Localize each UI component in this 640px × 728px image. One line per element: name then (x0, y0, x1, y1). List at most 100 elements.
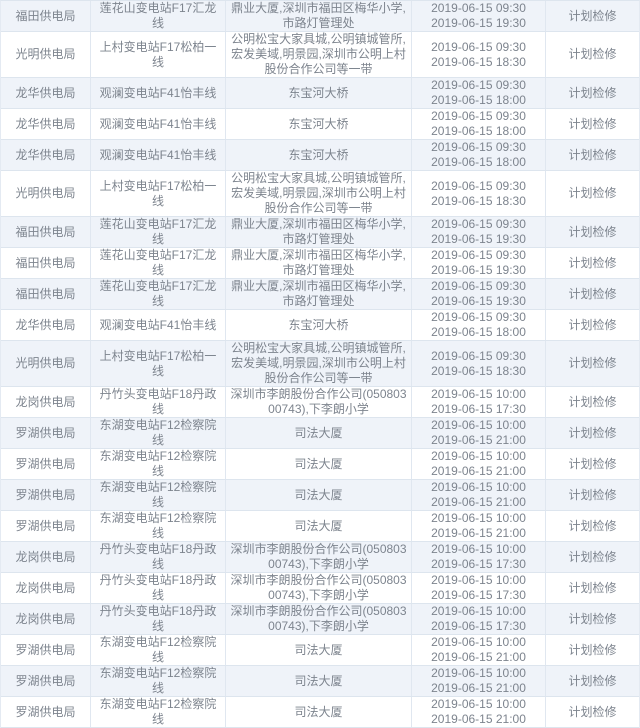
type-cell: 计划检修 (568, 394, 617, 409)
time-end: 2019-06-15 19:30 (431, 16, 526, 30)
line-cell: 观澜变电站F41怡丰线 (91, 109, 226, 139)
time-start: 2019-06-15 10:00 (431, 387, 526, 401)
time-start: 2019-06-15 09:30 (431, 78, 526, 92)
time-end: 2019-06-15 21:00 (431, 526, 526, 540)
area-cell: 公明松宝大家具城,公明镇城管所,宏发美域,明景园,深圳市公明上村股份合作公司等一… (226, 341, 412, 386)
area-cell: 东宝河大桥 (226, 109, 412, 139)
line-cell: 莲花山变电站F17汇龙线 (91, 248, 226, 278)
line-cell: 莲花山变电站F17汇龙线 (91, 217, 226, 247)
area-cell: 深圳市李朗股份合作公司(05080300743),下李朗小学 (226, 573, 412, 603)
time-cell: 2019-06-15 10:00 2019-06-15 17:30 (412, 573, 546, 603)
type-cell: 计划检修 (568, 255, 617, 270)
time-cell: 2019-06-15 10:00 2019-06-15 21:00 (412, 418, 546, 448)
time-end: 2019-06-15 17:30 (431, 557, 526, 571)
line-cell: 东湖变电站F12检察院线 (91, 511, 226, 541)
line-cell: 莲花山变电站F17汇龙线 (91, 1, 226, 31)
bureau-cell: 罗湖供电局 (1, 635, 91, 665)
table-row: 福田供电局 莲花山变电站F17汇龙线 鼎业大厦,深圳市福田区梅华小学,市路灯管理… (1, 248, 639, 279)
bureau-cell: 罗湖供电局 (1, 449, 91, 479)
area-cell: 司法大厦 (226, 511, 412, 541)
area-cell: 司法大厦 (226, 449, 412, 479)
table-row: 罗湖供电局 东湖变电站F12检察院线 司法大厦 2019-06-15 10:00… (1, 449, 639, 480)
type-cell: 计划检修 (568, 673, 617, 688)
area-cell: 鼎业大厦,深圳市福田区梅华小学,市路灯管理处 (226, 1, 412, 31)
type-cell: 计划检修 (568, 611, 617, 626)
time-end: 2019-06-15 18:00 (431, 93, 526, 107)
time-end: 2019-06-15 17:30 (431, 588, 526, 602)
bureau-cell: 福田供电局 (1, 217, 91, 247)
area-cell: 公明松宝大家具城,公明镇城管所,宏发美域,明景园,深圳市公明上村股份合作公司等一… (226, 171, 412, 216)
time-start: 2019-06-15 10:00 (431, 511, 526, 525)
time-cell: 2019-06-15 09:30 2019-06-15 19:30 (412, 279, 546, 309)
time-start: 2019-06-15 10:00 (431, 542, 526, 556)
time-start: 2019-06-15 09:30 (431, 217, 526, 231)
time-start: 2019-06-15 09:30 (431, 279, 526, 293)
line-cell: 丹竹头变电站F18丹政线 (91, 573, 226, 603)
area-cell: 深圳市李朗股份合作公司(05080300743),下李朗小学 (226, 387, 412, 417)
line-cell: 莲花山变电站F17汇龙线 (91, 279, 226, 309)
table-row: 龙岗供电局 丹竹头变电站F18丹政线 深圳市李朗股份合作公司(050803007… (1, 604, 639, 635)
area-cell: 司法大厦 (226, 635, 412, 665)
line-cell: 观澜变电站F41怡丰线 (91, 78, 226, 108)
time-start: 2019-06-15 09:30 (431, 1, 526, 15)
type-cell: 计划检修 (568, 356, 617, 370)
time-end: 2019-06-15 18:00 (431, 155, 526, 169)
table-row: 龙岗供电局 丹竹头变电站F18丹政线 深圳市李朗股份合作公司(050803007… (1, 387, 639, 418)
time-cell: 2019-06-15 10:00 2019-06-15 21:00 (412, 666, 546, 696)
time-start: 2019-06-15 09:30 (431, 348, 526, 363)
type-cell: 计划检修 (568, 580, 617, 595)
bureau-cell: 龙岗供电局 (1, 542, 91, 572)
time-end: 2019-06-15 21:00 (431, 712, 526, 726)
time-cell: 2019-06-15 09:30 2019-06-15 18:30 (412, 32, 546, 77)
area-cell: 鼎业大厦,深圳市福田区梅华小学,市路灯管理处 (226, 217, 412, 247)
type-cell: 计划检修 (568, 286, 617, 301)
area-cell: 司法大厦 (226, 418, 412, 448)
time-start: 2019-06-15 10:00 (431, 666, 526, 680)
bureau-cell: 龙华供电局 (1, 78, 91, 108)
time-cell: 2019-06-15 10:00 2019-06-15 21:00 (412, 511, 546, 541)
table-row: 罗湖供电局 东湖变电站F12检察院线 司法大厦 2019-06-15 10:00… (1, 418, 639, 449)
bureau-cell: 龙岗供电局 (1, 604, 91, 634)
time-cell: 2019-06-15 09:30 2019-06-15 19:30 (412, 217, 546, 247)
bureau-cell: 罗湖供电局 (1, 697, 91, 727)
type-cell: 计划检修 (568, 456, 617, 471)
line-cell: 上村变电站F17松柏一线 (91, 171, 226, 216)
table-row: 光明供电局 上村变电站F17松柏一线 公明松宝大家具城,公明镇城管所,宏发美域,… (1, 341, 639, 387)
table-row: 福田供电局 莲花山变电站F17汇龙线 鼎业大厦,深圳市福田区梅华小学,市路灯管理… (1, 217, 639, 248)
time-start: 2019-06-15 10:00 (431, 480, 526, 494)
type-cell: 计划检修 (568, 85, 617, 100)
time-end: 2019-06-15 21:00 (431, 464, 526, 478)
time-cell: 2019-06-15 10:00 2019-06-15 21:00 (412, 697, 546, 727)
table-row: 龙华供电局 观澜变电站F41怡丰线 东宝河大桥 2019-06-15 09:30… (1, 310, 639, 341)
table-row: 罗湖供电局 东湖变电站F12检察院线 司法大厦 2019-06-15 10:00… (1, 666, 639, 697)
type-cell: 计划检修 (568, 47, 617, 61)
line-cell: 丹竹头变电站F18丹政线 (91, 604, 226, 634)
time-end: 2019-06-15 17:30 (431, 619, 526, 633)
table-row: 光明供电局 上村变电站F17松柏一线 公明松宝大家具城,公明镇城管所,宏发美域,… (1, 32, 639, 78)
time-end: 2019-06-15 19:30 (431, 232, 526, 246)
table-row: 光明供电局 上村变电站F17松柏一线 公明松宝大家具城,公明镇城管所,宏发美域,… (1, 171, 639, 217)
line-cell: 东湖变电站F12检察院线 (91, 635, 226, 665)
time-end: 2019-06-15 19:30 (431, 294, 526, 308)
time-end: 2019-06-15 21:00 (431, 650, 526, 664)
bureau-cell: 福田供电局 (1, 248, 91, 278)
bureau-cell: 罗湖供电局 (1, 511, 91, 541)
type-cell: 计划检修 (568, 518, 617, 533)
type-cell: 计划检修 (568, 224, 617, 239)
bureau-cell: 龙岗供电局 (1, 573, 91, 603)
line-cell: 东湖变电站F12检察院线 (91, 418, 226, 448)
time-end: 2019-06-15 17:30 (431, 402, 526, 416)
time-start: 2019-06-15 10:00 (431, 449, 526, 463)
bureau-cell: 光明供电局 (1, 32, 91, 77)
time-start: 2019-06-15 10:00 (431, 604, 526, 618)
bureau-cell: 龙华供电局 (1, 310, 91, 340)
time-end: 2019-06-15 21:00 (431, 433, 526, 447)
area-cell: 深圳市李朗股份合作公司(05080300743),下李朗小学 (226, 542, 412, 572)
type-cell: 计划检修 (568, 704, 617, 719)
table-row: 福田供电局 莲花山变电站F17汇龙线 鼎业大厦,深圳市福田区梅华小学,市路灯管理… (1, 1, 639, 32)
type-cell: 计划检修 (568, 186, 617, 200)
time-start: 2019-06-15 09:30 (431, 178, 526, 193)
bureau-cell: 光明供电局 (1, 341, 91, 386)
time-end: 2019-06-15 18:30 (431, 363, 526, 378)
time-start: 2019-06-15 09:30 (431, 109, 526, 123)
